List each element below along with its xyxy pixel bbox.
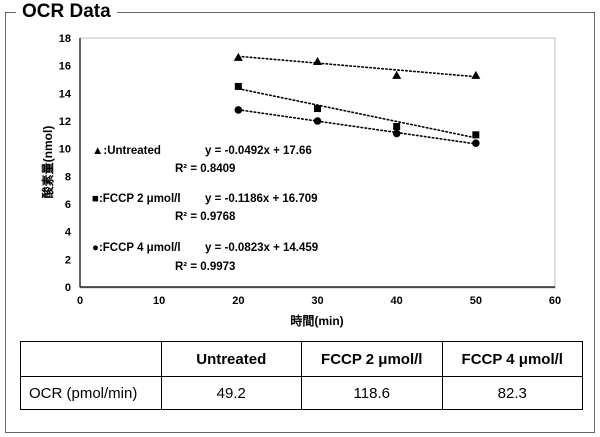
table-cell-untreated: 49.2 bbox=[160, 376, 302, 410]
y-tick-label: 4 bbox=[65, 227, 72, 239]
data-point-square bbox=[234, 82, 242, 90]
y-tick-label: 6 bbox=[65, 199, 71, 211]
trendlines bbox=[237, 55, 477, 145]
x-axis-label: 時間(min) bbox=[290, 313, 343, 328]
x-tick-label: 60 bbox=[549, 295, 561, 307]
data-point-circle bbox=[313, 117, 322, 125]
trend-r2-triangle: R² = 0.8409 bbox=[175, 163, 235, 175]
trendline-circle bbox=[237, 108, 477, 145]
data-markers bbox=[233, 52, 481, 147]
table-header-empty bbox=[20, 341, 162, 377]
trend-equation-triangle: y = -0.0492x + 17.66 bbox=[205, 145, 312, 157]
equation-legend: ▲:Untreated y = -0.0492x + 17.66 R² = 0.84… bbox=[92, 145, 318, 273]
y-axis-label: 酸素量(nmol) bbox=[40, 126, 55, 199]
trend-equation-circle: y = -0.0823x + 14.459 bbox=[205, 242, 318, 254]
ocr-table: Untreated FCCP 2 μmol/l FCCP 4 μmol/l OC… bbox=[20, 341, 583, 410]
panel-title: OCR Data bbox=[16, 0, 117, 24]
data-point-circle bbox=[392, 129, 401, 138]
table-row-label: OCR (pmol/min) bbox=[20, 376, 162, 410]
y-tick-label: 14 bbox=[59, 88, 72, 100]
y-tick-label: 2 bbox=[65, 254, 71, 266]
x-tick-label: 10 bbox=[153, 295, 165, 307]
y-tick-label: 10 bbox=[59, 144, 71, 156]
y-tick-label: 12 bbox=[59, 116, 71, 128]
ocr-scatter-chart: 0 10 20 30 40 50 60 0 2 4 6 8 10 12 14 16 18 ▲:Untreated… bbox=[40, 33, 561, 328]
table-header-untreated: Untreated bbox=[160, 341, 302, 377]
table-header-row: Untreated FCCP 2 μmol/l FCCP 4 μmol/l bbox=[20, 341, 583, 377]
data-point-square bbox=[393, 123, 401, 131]
data-point-circle bbox=[234, 106, 243, 114]
tick-labels: 0 10 20 30 40 50 60 0 2 4 6 8 10 12 14 16 18 bbox=[59, 33, 561, 307]
y-tick-label: 18 bbox=[59, 33, 71, 45]
table-cell-fccp2: 118.6 bbox=[301, 376, 443, 410]
x-tick-label: 30 bbox=[311, 295, 323, 307]
table-header-fccp2: FCCP 2 μmol/l bbox=[301, 341, 443, 377]
data-point-square bbox=[472, 131, 480, 139]
x-tick-label: 0 bbox=[77, 295, 83, 307]
trend-r2-square: R² = 0.9768 bbox=[175, 211, 236, 223]
x-tick-label: 50 bbox=[470, 295, 482, 307]
trend-r2-circle: R² = 0.9973 bbox=[175, 261, 235, 273]
x-tick-label: 40 bbox=[391, 295, 403, 307]
legend-label-triangle: ▲:Untreated bbox=[92, 145, 161, 157]
ocr-panel bbox=[5, 12, 595, 433]
table-row: OCR (pmol/min) 49.2 118.6 82.3 bbox=[20, 376, 583, 410]
table-header-fccp4: FCCP 4 μmol/l bbox=[441, 341, 583, 377]
legend-label-square: ■:FCCP 2 μmol/l bbox=[92, 193, 181, 205]
y-tick-label: 8 bbox=[65, 171, 71, 183]
trend-equation-square: y = -0.1186x + 16.709 bbox=[205, 193, 318, 205]
y-tick-label: 0 bbox=[65, 282, 71, 294]
data-point-triangle bbox=[233, 52, 243, 61]
data-point-square bbox=[314, 105, 321, 113]
data-point-triangle bbox=[392, 70, 402, 79]
table-cell-fccp4: 82.3 bbox=[441, 376, 583, 410]
data-point-triangle bbox=[313, 57, 322, 66]
data-point-triangle bbox=[471, 70, 481, 79]
data-point-circle bbox=[472, 139, 480, 147]
y-tick-label: 16 bbox=[59, 61, 71, 73]
trendline-triangle bbox=[237, 55, 477, 78]
trendline-square bbox=[237, 87, 477, 139]
legend-label-circle: ●:FCCP 4 μmol/l bbox=[92, 242, 181, 254]
x-tick-label: 20 bbox=[232, 295, 244, 307]
